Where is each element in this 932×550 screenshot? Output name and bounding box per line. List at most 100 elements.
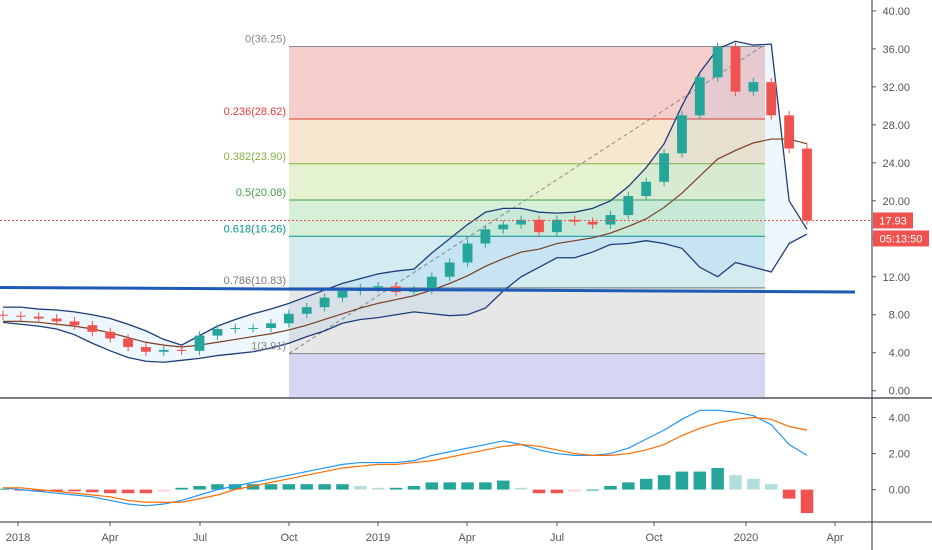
macd-histogram-bar bbox=[389, 487, 403, 490]
macd-histogram-bar bbox=[675, 471, 689, 490]
macd-histogram-bar bbox=[371, 487, 385, 490]
last-price-tag bbox=[873, 212, 913, 229]
fib-level-label: 0.236(28.62) bbox=[224, 106, 286, 118]
time-tick-label: 2019 bbox=[366, 532, 390, 544]
price-tick-label: 36.00 bbox=[882, 44, 910, 56]
macd-histogram-bar bbox=[407, 485, 421, 490]
candle bbox=[677, 115, 687, 154]
candle bbox=[766, 82, 777, 116]
macd-histogram-bar bbox=[800, 489, 814, 514]
signal-line bbox=[3, 416, 808, 503]
price-tick-label: 20.00 bbox=[882, 196, 910, 208]
candle bbox=[623, 196, 634, 216]
time-tick-label: Jul bbox=[550, 532, 564, 544]
bollinger-lower bbox=[2, 233, 808, 363]
fib-zone bbox=[289, 163, 765, 201]
horizontal-trend-line bbox=[0, 286, 856, 294]
ema-line bbox=[3, 138, 808, 348]
candle bbox=[230, 328, 241, 330]
macd-histogram-bar bbox=[479, 482, 492, 490]
fib-level-label: 0.382(23.90) bbox=[224, 151, 286, 163]
candle bbox=[587, 221, 598, 225]
candle bbox=[730, 46, 741, 92]
macd-histogram-bar bbox=[765, 484, 778, 490]
fib-level-label: 0.618(16.26) bbox=[224, 223, 286, 235]
macd-histogram-bar bbox=[300, 484, 313, 490]
fib-trend-line bbox=[288, 46, 763, 354]
macd-histogram-bar bbox=[532, 489, 546, 494]
candle bbox=[480, 229, 491, 244]
candle bbox=[498, 224, 509, 230]
time-tick-label: Apr bbox=[101, 532, 118, 544]
candle bbox=[784, 115, 795, 149]
macd-histogram-bar bbox=[211, 484, 224, 490]
candle bbox=[105, 331, 116, 339]
candle bbox=[194, 335, 205, 351]
macd-histogram-bar bbox=[657, 475, 671, 490]
candle bbox=[248, 328, 259, 330]
macd-pane[interactable] bbox=[0, 409, 814, 514]
fib-level-label: 0.786(10.83) bbox=[224, 275, 286, 287]
price-tick-label: 12.00 bbox=[882, 272, 910, 284]
macd-histogram-bar bbox=[264, 484, 278, 490]
candle bbox=[283, 313, 294, 324]
time-tick-label: Oct bbox=[645, 532, 662, 544]
macd-histogram-bar bbox=[586, 489, 599, 491]
candle bbox=[551, 219, 562, 233]
candle bbox=[516, 219, 527, 225]
macd-histogram-bar bbox=[0, 488, 10, 490]
candle bbox=[694, 77, 705, 116]
candle bbox=[462, 243, 473, 263]
countdown-tag bbox=[873, 230, 929, 247]
price-tick-label: 4.00 bbox=[889, 348, 910, 360]
macd-histogram-bar bbox=[336, 484, 349, 490]
candle bbox=[0, 314, 8, 316]
macd-histogram-bar bbox=[568, 489, 581, 492]
macd-tick-label: 4.00 bbox=[889, 413, 910, 425]
candle bbox=[212, 328, 223, 336]
fib-zone bbox=[289, 200, 765, 237]
fib-zone-extension bbox=[289, 353, 765, 397]
fib-level-label: 1(3.91) bbox=[251, 341, 286, 353]
last-price-label: 17.93 bbox=[879, 215, 907, 227]
time-tick-label: Apr bbox=[458, 532, 475, 544]
macd-histogram-bar bbox=[50, 489, 63, 492]
candle bbox=[641, 181, 652, 197]
candle bbox=[141, 347, 151, 352]
macd-histogram-bar bbox=[193, 485, 206, 490]
fib-zone bbox=[289, 46, 765, 119]
macd-histogram-bar bbox=[782, 489, 796, 499]
countdown-label: 05:13:50 bbox=[880, 233, 923, 245]
macd-histogram-bar bbox=[693, 471, 707, 490]
macd-histogram-bar bbox=[747, 478, 760, 490]
price-tick-label: 40.00 bbox=[882, 6, 910, 18]
candle bbox=[712, 46, 723, 78]
macd-histogram-bar bbox=[282, 484, 296, 490]
candle bbox=[426, 276, 437, 291]
candle bbox=[659, 153, 669, 182]
price-tick-label: 8.00 bbox=[889, 310, 910, 322]
candle bbox=[444, 262, 455, 277]
macd-histogram-bar bbox=[68, 489, 81, 492]
macd-histogram-bar bbox=[103, 489, 117, 494]
candle bbox=[158, 349, 169, 352]
macd-histogram-bar bbox=[514, 487, 528, 490]
time-tick-label: Jul bbox=[193, 532, 207, 544]
time-tick-label: 2020 bbox=[734, 532, 758, 544]
candle bbox=[748, 82, 759, 92]
candle bbox=[176, 349, 187, 351]
candle bbox=[802, 148, 812, 221]
price-tick-label: 28.00 bbox=[882, 120, 910, 132]
candle bbox=[534, 219, 544, 233]
fib-level-label: 0(36.25) bbox=[245, 34, 286, 46]
fib-level-label: 0.5(20.08) bbox=[236, 187, 286, 199]
candle bbox=[337, 291, 348, 298]
macd-histogram-bar bbox=[246, 484, 260, 490]
macd-histogram-bar bbox=[157, 489, 171, 492]
macd-tick-label: 2.00 bbox=[889, 449, 910, 461]
macd-tick-label: 0.00 bbox=[889, 485, 910, 497]
candle bbox=[569, 219, 580, 222]
